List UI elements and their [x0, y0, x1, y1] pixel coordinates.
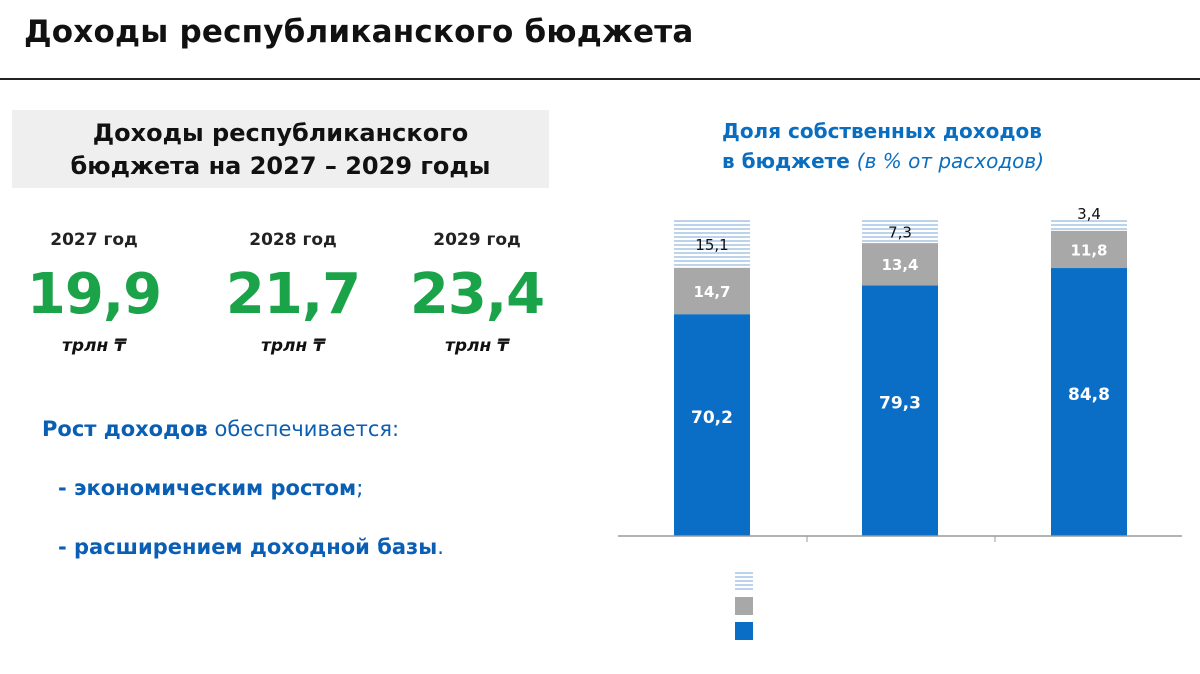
data-label: 15,1	[695, 236, 728, 254]
legend-swatch	[735, 597, 753, 615]
chart-title: Доля собственных доходов в бюджете (в % …	[722, 116, 1044, 176]
growth-bullet: - расширением доходной базы.	[58, 535, 444, 559]
growth-lead: Рост доходов	[42, 417, 208, 441]
year-unit: трлн ₸	[445, 336, 509, 356]
bar-segment	[1051, 268, 1127, 536]
bullet-tail: .	[437, 535, 444, 559]
year-label: 2028 год	[249, 230, 337, 250]
chart-title-line2: в бюджете (в % от расходов)	[722, 146, 1044, 176]
bar-segment	[862, 285, 938, 536]
bar-segment	[862, 220, 938, 244]
year-unit: трлн ₸	[62, 336, 126, 356]
forecast-panel: Доходы республиканского бюджета на 2027 …	[12, 110, 549, 188]
bullet-text: - экономическим ростом	[58, 476, 357, 500]
data-label: 70,2	[691, 408, 733, 428]
data-label: 84,8	[1068, 385, 1110, 405]
bar-segment	[674, 267, 750, 315]
bar-segment	[1051, 230, 1127, 269]
chart-title-note: (в % от расходов)	[856, 149, 1045, 173]
bar-segment	[1051, 220, 1127, 231]
bar-segment	[862, 243, 938, 286]
data-label: 7,3	[888, 224, 912, 242]
page-title: Доходы республиканского бюджета	[24, 14, 694, 50]
legend-swatch	[735, 622, 753, 640]
growth-statement: Рост доходов обеспечивается:	[42, 417, 399, 441]
growth-rest: обеспечивается:	[207, 417, 400, 441]
forecast-2029: 2029 год 23,4 трлн ₸	[387, 230, 567, 356]
year-label: 2027 год	[50, 230, 138, 250]
data-label: 14,7	[693, 283, 730, 301]
year-value: 23,4	[409, 262, 545, 327]
legend	[735, 572, 753, 640]
bar-segment	[674, 220, 750, 268]
year-value: 21,7	[225, 262, 361, 327]
growth-bullet: - экономическим ростом;	[58, 476, 363, 500]
panel-title-line2: бюджета на 2027 – 2029 годы	[70, 152, 491, 180]
year-label: 2029 год	[433, 230, 521, 250]
bar-segment	[674, 314, 750, 536]
data-label: 11,8	[1070, 241, 1107, 259]
year-unit: трлн ₸	[261, 336, 325, 356]
chart-title-line1: Доля собственных доходов	[722, 119, 1042, 143]
forecast-2027: 2027 год 19,9 трлн ₸	[4, 230, 184, 356]
legend-swatch	[735, 572, 753, 590]
data-label: 13,4	[881, 256, 918, 274]
data-label: 79,3	[879, 394, 921, 414]
data-label: 3,4	[1077, 205, 1101, 223]
panel-title-line1: Доходы республиканского	[92, 119, 469, 147]
chart-title-main: в бюджете	[722, 149, 850, 173]
bullet-tail: ;	[356, 476, 364, 500]
title-rule	[0, 78, 1200, 80]
year-value: 19,9	[26, 262, 162, 327]
bar-group: 70,2 79,3 84,8 14,7 13,4 11,8 15,1 7,3 3,4	[674, 205, 1127, 536]
bullet-text: - расширением доходной базы	[58, 535, 438, 559]
forecast-2028: 2028 год 21,7 трлн ₸	[203, 230, 383, 356]
